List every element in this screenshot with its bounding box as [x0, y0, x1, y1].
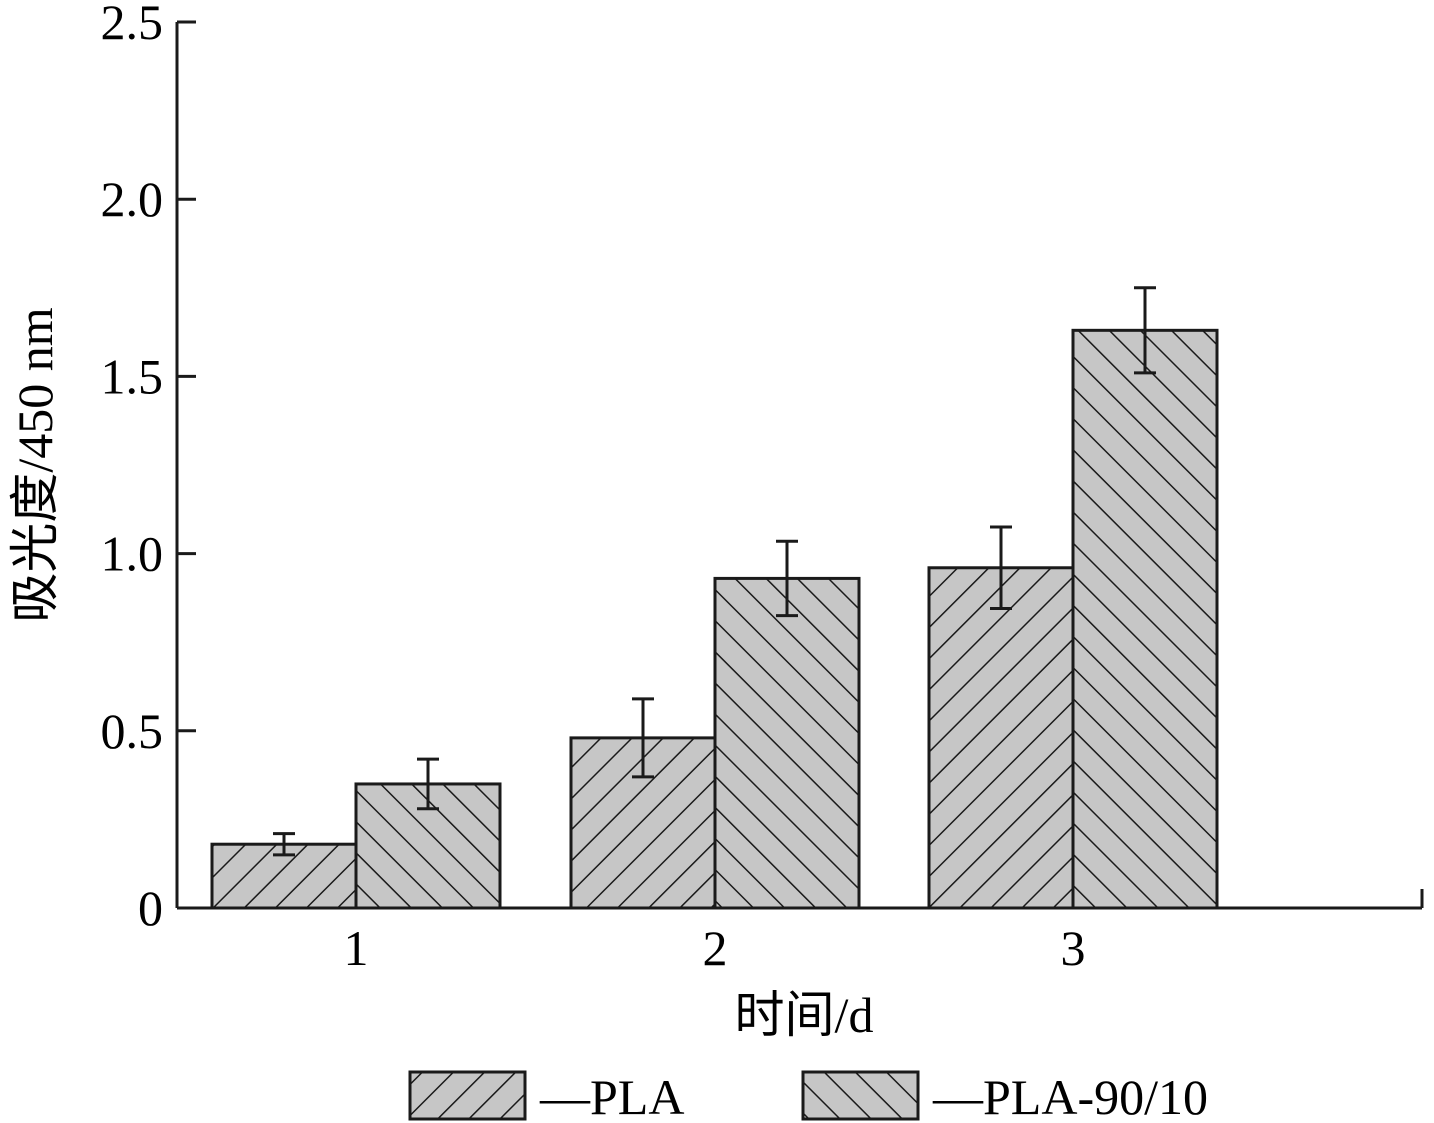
y-axis-title: 吸光度/450 nm	[7, 307, 63, 622]
legend-label: —PLA-90/10	[932, 1069, 1208, 1123]
error-bar	[417, 757, 439, 811]
error-bar	[990, 525, 1012, 611]
error-bar	[273, 832, 295, 857]
x-ticks: 1 2 3	[344, 920, 1086, 976]
error-bar	[776, 539, 798, 618]
legend-item-pla-90-10: —PLA-90/10	[801, 1069, 1208, 1123]
error-bar	[1134, 286, 1156, 375]
y-tick-label: 1.5	[101, 348, 164, 404]
bar-pla-day-3	[927, 566, 1075, 910]
error-bars-layer	[273, 286, 1156, 857]
bars-layer	[210, 328, 1219, 910]
bar-pla-90-10-day-3	[1071, 328, 1219, 910]
legend-item-pla: —PLA	[408, 1069, 684, 1123]
x-tick-label: 1	[344, 920, 369, 976]
y-tick-label: 0.5	[101, 703, 164, 759]
legend: —PLA —PLA-90/10	[408, 1069, 1208, 1123]
y-tick-label: 2.0	[101, 171, 164, 227]
error-bar	[632, 697, 654, 779]
x-tick-label: 2	[703, 920, 728, 976]
x-tick-label: 3	[1061, 920, 1086, 976]
legend-swatch	[408, 1070, 527, 1121]
y-tick-label: 2.5	[101, 0, 164, 50]
x-axis-title: 时间/d	[735, 987, 874, 1043]
y-tick-label: 0	[138, 880, 163, 936]
y-ticks: 0 0.5 1.0 1.5 2.0 2.5	[101, 0, 196, 936]
bar-pla-90-10-day-2	[713, 576, 861, 910]
legend-label: —PLA	[539, 1069, 684, 1123]
legend-swatch	[801, 1070, 920, 1121]
axes	[175, 22, 1424, 910]
y-tick-label: 1.0	[101, 526, 164, 582]
